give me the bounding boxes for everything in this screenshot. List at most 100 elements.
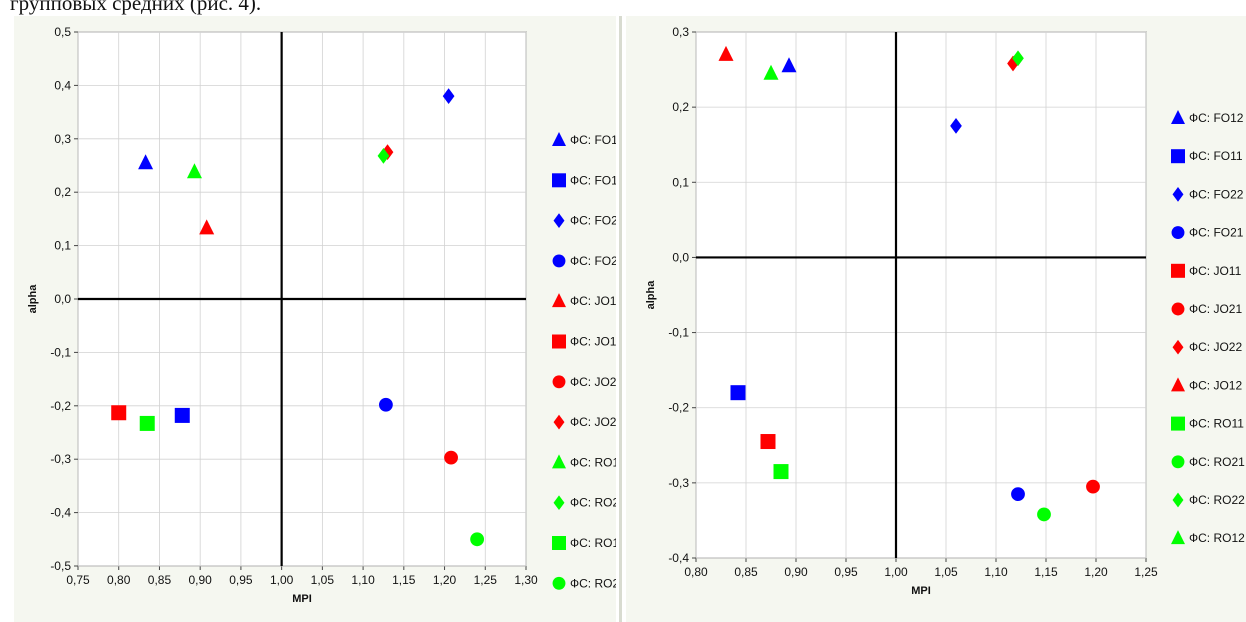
legend-label: ФС: JO12 [570, 294, 616, 308]
legend-marker-diamond [1172, 187, 1184, 202]
y-tick-label: 0,5 [54, 25, 71, 39]
legend-marker-square [552, 536, 566, 550]
x-tick-label: 1,20 [1084, 565, 1108, 579]
legend-label: ФС: RO11 [1189, 417, 1244, 431]
legend-label: ФС: JO21 [570, 375, 616, 389]
y-tick-label: 0,2 [672, 100, 689, 114]
data-point-square [773, 464, 789, 480]
x-axis-title: MPI [911, 585, 931, 597]
legend-label: ФС: RO21 [570, 576, 616, 590]
legend-label: ФС: FO12 [570, 133, 616, 147]
x-tick-label: 1,30 [514, 573, 538, 587]
y-tick-label: -0,4 [50, 506, 71, 520]
data-point-square [760, 434, 776, 450]
legend-label: ФС: JO11 [1189, 264, 1242, 278]
y-tick-label: -0,3 [50, 452, 71, 466]
y-tick-label: 0,4 [54, 78, 71, 92]
y-tick-label: 0,3 [672, 25, 689, 39]
x-tick-label: 0,80 [684, 565, 708, 579]
legend-marker-circle [552, 375, 566, 389]
data-point-circle [378, 397, 393, 412]
legend-marker-triangle [1171, 109, 1185, 124]
data-point-square [174, 407, 190, 423]
data-point-diamond [377, 148, 390, 164]
y-tick-label: -0,2 [50, 399, 71, 413]
legend-marker-diamond [553, 495, 565, 511]
x-tick-label: 1,20 [433, 573, 457, 587]
legend-marker-circle [1171, 302, 1185, 316]
y-tick-label: -0,3 [668, 476, 689, 490]
data-point-triangle [781, 57, 797, 73]
x-tick-label: 0,75 [66, 573, 90, 587]
data-point-triangle [718, 45, 734, 61]
y-tick-label: -0,1 [668, 326, 689, 340]
legend-marker-diamond [553, 414, 565, 430]
y-axis-title: alpha [645, 280, 657, 310]
x-tick-label: 0,90 [784, 565, 808, 579]
legend-marker-square [1171, 263, 1185, 278]
panel-divider [619, 16, 622, 622]
data-point-triangle [763, 64, 779, 80]
legend-label: ФС: JO12 [1189, 378, 1242, 392]
legend-label: ФС: JO11 [570, 335, 616, 349]
legend-marker-diamond [1172, 492, 1184, 508]
y-axis-title: alpha [27, 284, 39, 314]
legend-label: ФС: RO12 [570, 455, 616, 469]
left-scatter-chart: 0,75 0,80 0,85 0,90 0,95 1,00 1,05 1,10 1,15 1,20… [27, 25, 616, 605]
y-tick-label: 0,1 [672, 175, 689, 189]
x-axis-title: MPI [292, 593, 312, 605]
y-tick-label: -0,5 [50, 559, 71, 573]
y-tick-label: -0,2 [668, 401, 689, 415]
x-tick-label: 0,85 [148, 573, 172, 587]
y-tick-label: -0,1 [50, 345, 71, 359]
legend-marker-triangle [1171, 530, 1185, 545]
legend-label: ФС: FO11 [570, 173, 616, 187]
legend-marker-triangle [552, 131, 566, 146]
legend-marker-square [1171, 149, 1185, 164]
page-caption: групповых средних (рис. 4). [10, 0, 262, 15]
x-tick-label: 0,85 [734, 565, 758, 579]
data-point-triangle [138, 154, 154, 170]
x-tick-label: 1,05 [311, 573, 335, 587]
legend-marker-diamond [1172, 339, 1184, 355]
x-tick-label: 1,25 [1134, 565, 1158, 579]
legend-marker-triangle [1171, 377, 1185, 392]
legend-marker-circle [1171, 455, 1185, 469]
legend-label: ФС: FO21 [570, 254, 616, 268]
legend-label: ФС: FO11 [1189, 149, 1243, 163]
data-point-diamond [950, 118, 962, 134]
left-chart-panel: 0,75 0,80 0,85 0,90 0,95 1,00 1,05 1,10 1,15 1,20… [14, 16, 616, 622]
legend-label: ФС: FO12 [1189, 111, 1244, 125]
legend-marker-circle [1171, 226, 1185, 240]
x-tick-label: 0,95 [834, 565, 858, 579]
data-point-diamond [1012, 50, 1024, 67]
x-tick-label: 1,15 [1034, 565, 1058, 579]
data-point-diamond [442, 88, 455, 104]
y-tick-label: 0,2 [54, 185, 71, 199]
legend-marker-triangle [552, 454, 566, 469]
legend-marker-diamond [553, 213, 565, 228]
x-tick-label: 1,25 [474, 573, 498, 587]
y-tick-label: 0,1 [54, 239, 71, 253]
legend-marker-circle [552, 254, 566, 268]
x-tick-label: 0,80 [107, 573, 131, 587]
legend-label: ФС: RO22 [570, 496, 616, 510]
data-point-square [111, 405, 127, 421]
data-point-circle [470, 532, 485, 547]
legend-marker-circle [552, 576, 566, 590]
x-tick-label: 1,00 [884, 565, 908, 579]
legend-marker-square [552, 334, 566, 349]
legend-label: ФС: FO22 [570, 214, 616, 228]
x-tick-label: 1,10 [351, 573, 375, 587]
legend-label: ФС: JO22 [570, 415, 616, 429]
data-point-diamond [381, 144, 394, 161]
data-point-circle [1011, 487, 1025, 502]
x-tick-label: 1,05 [934, 565, 958, 579]
y-tick-label: 0,0 [672, 250, 689, 264]
y-tick-label: -0,4 [668, 551, 689, 565]
x-tick-label: 1,15 [392, 573, 416, 587]
x-tick-label: 0,95 [229, 573, 253, 587]
data-point-triangle [199, 219, 215, 235]
legend-label: ФС: FO21 [1189, 226, 1244, 240]
data-point-square [139, 415, 155, 431]
